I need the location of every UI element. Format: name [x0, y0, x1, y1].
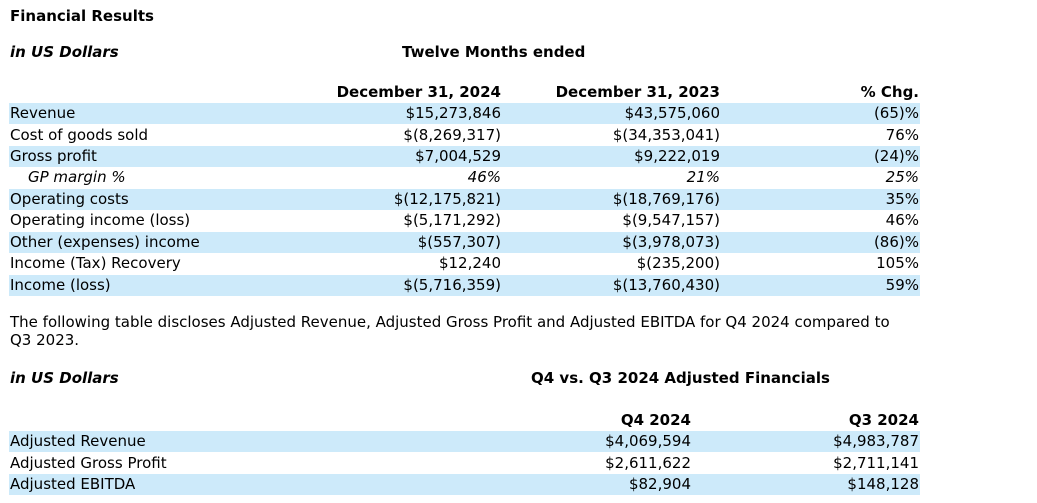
table1-row-income-loss: Income (loss) $(5,716,359) $(13,760,430)… [9, 275, 920, 296]
value-pct-change: 59% [885, 276, 919, 294]
table1-unit-label: in US Dollars [10, 43, 119, 61]
table1-row-cogs: Cost of goods sold $(8,269,317) $(34,353… [9, 125, 920, 146]
table2-row-adjusted-gross-profit: Adjusted Gross Profit $2,611,622 $2,711,… [9, 453, 920, 474]
row-label: Adjusted Gross Profit [10, 454, 167, 472]
table1-col-header-pct-change: % Chg. [860, 83, 919, 101]
value-dec-2024: $(12,175,821) [393, 190, 501, 208]
value-q4-2024: $4,069,594 [605, 432, 691, 450]
value-pct-change: (86)% [873, 233, 919, 251]
row-label: Income (Tax) Recovery [10, 254, 181, 272]
table1-row-tax-recovery: Income (Tax) Recovery $12,240 $(235,200)… [9, 253, 920, 274]
row-label: Other (expenses) income [10, 233, 200, 251]
description-paragraph: The following table discloses Adjusted R… [10, 313, 890, 349]
row-label: Cost of goods sold [10, 126, 149, 144]
table1-row-operating-income: Operating income (loss) $(5,171,292) $(9… [9, 210, 920, 231]
value-dec-2024: $7,004,529 [415, 147, 501, 165]
value-pct-change: (65)% [873, 104, 919, 122]
table1-row-revenue: Revenue $15,273,846 $43,575,060 (65)% [9, 103, 920, 124]
value-dec-2024: 46% [467, 168, 501, 186]
row-label: Income (loss) [10, 276, 111, 294]
value-q3-2024: $148,128 [847, 475, 919, 493]
value-dec-2024: $(557,307) [417, 233, 501, 251]
value-dec-2023: $43,575,060 [624, 104, 720, 122]
table1-row-gross-profit: Gross profit $7,004,529 $9,222,019 (24)% [9, 146, 920, 167]
value-dec-2023: $(13,760,430) [612, 276, 720, 294]
table2-unit-label: in US Dollars [10, 369, 119, 387]
value-dec-2023: $(235,200) [636, 254, 720, 272]
row-label: Adjusted Revenue [10, 432, 146, 450]
value-dec-2023: $9,222,019 [634, 147, 720, 165]
table2-row-adjusted-ebitda: Adjusted EBITDA $82,904 $148,128 [9, 474, 920, 495]
value-q3-2024: $2,711,141 [833, 454, 919, 472]
table1-col-header-dec-2024: December 31, 2024 [336, 83, 501, 101]
table1-row-other-income: Other (expenses) income $(557,307) $(3,9… [9, 232, 920, 253]
value-q4-2024: $82,904 [628, 475, 691, 493]
table1-col-header-dec-2023: December 31, 2023 [555, 83, 720, 101]
value-dec-2024: $15,273,846 [405, 104, 501, 122]
value-pct-change: 35% [885, 190, 919, 208]
value-dec-2024: $(5,171,292) [403, 211, 501, 229]
row-label: Gross profit [10, 147, 97, 165]
value-pct-change: 76% [885, 126, 919, 144]
page-title: Financial Results [10, 7, 154, 25]
row-label: Adjusted EBITDA [10, 475, 136, 493]
row-label: GP margin % [28, 168, 126, 186]
value-pct-change: 105% [876, 254, 919, 272]
table2-row-adjusted-revenue: Adjusted Revenue $4,069,594 $4,983,787 [9, 431, 920, 452]
row-label: Operating income (loss) [10, 211, 191, 229]
value-dec-2023: $(18,769,176) [612, 190, 720, 208]
table2-period-label: Q4 vs. Q3 2024 Adjusted Financials [531, 369, 830, 387]
value-dec-2023: 21% [686, 168, 720, 186]
value-pct-change: (24)% [873, 147, 919, 165]
row-label: Operating costs [10, 190, 129, 208]
value-dec-2023: $(9,547,157) [622, 211, 720, 229]
value-dec-2023: $(34,353,041) [612, 126, 720, 144]
row-label: Revenue [10, 104, 76, 122]
table2-col-header-q3-2024: Q3 2024 [848, 411, 919, 429]
value-pct-change: 46% [885, 211, 919, 229]
value-q3-2024: $4,983,787 [833, 432, 919, 450]
table1-row-operating-costs: Operating costs $(12,175,821) $(18,769,1… [9, 189, 920, 210]
table1-row-gp-margin: GP margin % 46% 21% 25% [9, 167, 920, 188]
value-dec-2024: $(8,269,317) [403, 126, 501, 144]
value-pct-change: 25% [885, 168, 919, 186]
value-dec-2024: $12,240 [438, 254, 501, 272]
value-dec-2024: $(5,716,359) [403, 276, 501, 294]
table2-col-header-q4-2024: Q4 2024 [620, 411, 691, 429]
table1-period-label: Twelve Months ended [402, 43, 586, 61]
value-q4-2024: $2,611,622 [605, 454, 691, 472]
value-dec-2023: $(3,978,073) [622, 233, 720, 251]
